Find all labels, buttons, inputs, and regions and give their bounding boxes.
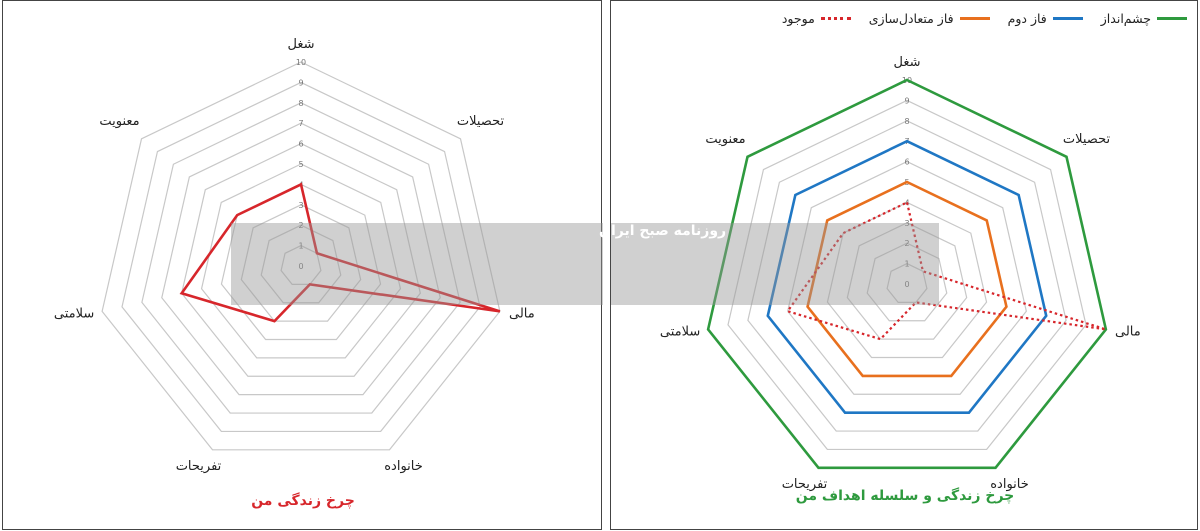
tick-label: 9 — [298, 78, 303, 87]
grid-ring — [747, 120, 1067, 432]
axis-label: تحصیلات — [457, 114, 505, 129]
grid-ring — [141, 102, 461, 414]
tick-label: 6 — [298, 140, 303, 149]
legend-swatch — [1157, 17, 1187, 20]
grid-ring — [220, 183, 382, 341]
axis-label: سلامتی — [660, 324, 700, 339]
tick-label: 0 — [298, 262, 303, 271]
grid-ring — [240, 204, 362, 322]
axis-label: تفریحات — [782, 477, 828, 492]
left-chart-title: چرخ زندگی من — [251, 493, 355, 509]
axis-label: شغل — [893, 55, 920, 70]
left-chart-panel: 0 1 2 3 4 5 6 7 8 9 10 شغل تحصیلات مالی خانواده تفریحات… — [2, 0, 603, 530]
tick-label: 3 — [904, 219, 909, 228]
grid-ring — [846, 222, 968, 340]
tick-label: 5 — [298, 160, 303, 169]
legend-label: موجود — [781, 11, 815, 26]
grid-ring — [121, 81, 481, 433]
legend-item: فاز متعادل‌سازی — [869, 11, 990, 26]
series-line — [806, 180, 1008, 378]
grid-ring — [886, 262, 928, 303]
axis-label: شغل — [287, 37, 314, 52]
axis-label: خانواده — [384, 459, 423, 474]
legend-swatch — [820, 17, 851, 20]
watermark-text: روزنامه صبح ایران — [599, 223, 727, 239]
watermark-band — [611, 223, 939, 305]
tick-label: 10 — [296, 58, 306, 67]
legend-item: چشم‌انداز — [1101, 11, 1187, 26]
grid-ring — [826, 201, 988, 359]
grid-ring — [101, 61, 501, 451]
grid-ring — [181, 142, 421, 377]
axis-label: خانواده — [990, 477, 1029, 492]
grid-ring — [260, 224, 342, 304]
tick-label: 6 — [904, 158, 909, 167]
grid-ring — [727, 99, 1087, 451]
tick-label: 3 — [298, 201, 303, 210]
left-radar-chart: 012345678910شغلتحصیلاتمالیخانوادهتفریحات… — [54, 37, 535, 474]
legend-swatch — [959, 17, 990, 20]
tick-label: 0 — [904, 280, 909, 289]
axis-label: معنویت — [705, 132, 745, 147]
tick-label: 2 — [298, 221, 303, 230]
tick-label: 8 — [904, 117, 909, 126]
axis-label: تحصیلات — [1063, 132, 1111, 147]
series-line — [179, 182, 501, 323]
grid-ring — [280, 244, 322, 285]
grid-ring — [866, 242, 948, 322]
tick-label: 1 — [904, 260, 909, 269]
tick-label: 7 — [298, 119, 303, 128]
right-chart-title: چرخ زندگی و سلسله اهداف من — [795, 488, 1015, 504]
legend-label: فاز متعادل‌سازی — [868, 11, 954, 26]
axis-label: معنویت — [99, 114, 139, 129]
right-radar-chart: 012345678910شغلتحصیلاتمالیخانوادهتفریحات… — [660, 55, 1141, 492]
tick-label: 8 — [298, 99, 303, 108]
grid-ring — [200, 163, 402, 359]
tick-label: 2 — [904, 239, 909, 248]
tick-label: 9 — [904, 96, 909, 105]
series-line — [766, 139, 1048, 414]
legend-label: فاز دوم — [1007, 11, 1047, 26]
legend-item: فاز دوم — [1008, 11, 1083, 26]
axis-label: تفریحات — [176, 459, 222, 474]
chart-legend: چشم‌انداز فاز دوم فاز متعادل‌سازی موجود — [782, 11, 1187, 26]
watermark-band — [231, 223, 603, 305]
series-line — [706, 78, 1108, 470]
legend-swatch — [1052, 17, 1083, 20]
grid-ring — [787, 160, 1027, 395]
series-line — [785, 200, 1107, 341]
legend-label: چشم‌انداز — [1100, 11, 1151, 26]
radar-grid — [101, 61, 501, 451]
axis-label: مالی — [1115, 324, 1141, 339]
tick-label: 1 — [298, 242, 303, 251]
legend-item: موجود — [782, 11, 851, 26]
axis-label: سلامتی — [54, 306, 94, 321]
axis-label: مالی — [509, 306, 535, 321]
grid-ring — [161, 122, 441, 396]
right-chart-panel: 0 1 2 3 4 5 6 7 8 9 10 شغل تحصیلات مالی خانواده تفریحات… — [599, 0, 1198, 530]
